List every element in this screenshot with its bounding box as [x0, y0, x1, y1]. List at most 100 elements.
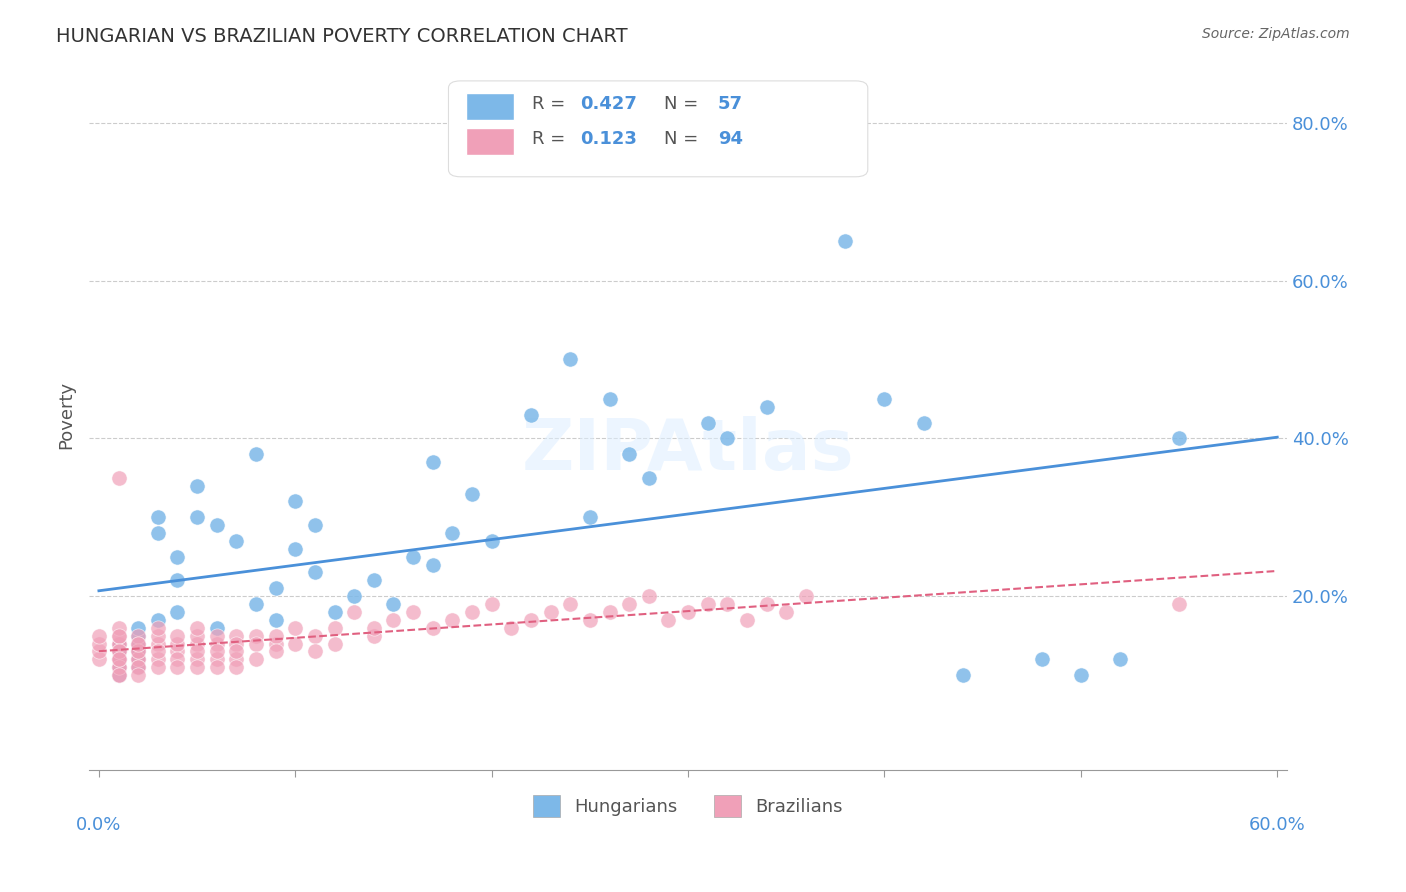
Point [107, 652, 129, 666]
Point [146, 526, 169, 541]
Point [107, 636, 129, 650]
Point [441, 613, 464, 627]
Point [264, 629, 287, 643]
Point [107, 621, 129, 635]
Point [146, 644, 169, 658]
Point [461, 486, 484, 500]
Point [1109, 652, 1132, 666]
Point [205, 660, 228, 674]
Text: HUNGARIAN VS BRAZILIAN POVERTY CORRELATION CHART: HUNGARIAN VS BRAZILIAN POVERTY CORRELATI… [56, 27, 628, 45]
Point [501, 621, 523, 635]
Point [520, 613, 543, 627]
Point [873, 392, 896, 406]
Point [716, 431, 738, 445]
Point [540, 605, 562, 619]
Point [775, 605, 797, 619]
Point [637, 589, 659, 603]
Point [107, 644, 129, 658]
Point [755, 400, 778, 414]
Point [166, 636, 188, 650]
Point [186, 644, 208, 658]
Point [225, 652, 247, 666]
Point [205, 518, 228, 533]
Text: ZIPAtlas: ZIPAtlas [522, 416, 855, 484]
Point [245, 652, 267, 666]
Text: N =: N = [664, 130, 704, 148]
Point [87, 644, 110, 658]
Point [87, 636, 110, 650]
Point [127, 621, 149, 635]
Text: 94: 94 [718, 130, 742, 148]
Point [1070, 668, 1092, 682]
Point [225, 644, 247, 658]
Point [107, 644, 129, 658]
Point [343, 589, 366, 603]
Point [834, 234, 856, 248]
Point [264, 581, 287, 595]
Point [107, 660, 129, 674]
Point [657, 613, 679, 627]
Point [166, 629, 188, 643]
Point [304, 644, 326, 658]
Point [107, 660, 129, 674]
Text: N =: N = [664, 95, 704, 112]
Point [225, 629, 247, 643]
Point [205, 636, 228, 650]
Point [363, 621, 385, 635]
Text: 0.427: 0.427 [581, 95, 637, 112]
Point [127, 668, 149, 682]
Point [422, 621, 444, 635]
Text: 0.123: 0.123 [581, 130, 637, 148]
Point [107, 668, 129, 682]
Point [952, 668, 974, 682]
Point [127, 636, 149, 650]
Point [225, 636, 247, 650]
Point [146, 629, 169, 643]
Point [107, 652, 129, 666]
Point [107, 471, 129, 485]
Point [127, 644, 149, 658]
Point [481, 597, 503, 611]
Point [186, 510, 208, 524]
Point [146, 652, 169, 666]
Point [599, 392, 621, 406]
Point [186, 652, 208, 666]
Y-axis label: Poverty: Poverty [58, 381, 75, 449]
Point [579, 510, 602, 524]
Bar [467, 128, 515, 155]
Point [245, 629, 267, 643]
Point [755, 597, 778, 611]
Point [245, 597, 267, 611]
Point [166, 652, 188, 666]
Point [166, 605, 188, 619]
Point [912, 416, 935, 430]
Point [186, 621, 208, 635]
Legend: Hungarians, Brazilians: Hungarians, Brazilians [526, 789, 851, 824]
Point [146, 660, 169, 674]
Point [323, 621, 346, 635]
Point [363, 574, 385, 588]
Text: R =: R = [533, 95, 571, 112]
Point [127, 636, 149, 650]
Point [87, 652, 110, 666]
Point [107, 652, 129, 666]
Point [225, 533, 247, 548]
Point [146, 621, 169, 635]
Point [186, 660, 208, 674]
Point [127, 636, 149, 650]
Point [146, 636, 169, 650]
Point [520, 408, 543, 422]
Point [186, 629, 208, 643]
Point [166, 660, 188, 674]
Point [696, 597, 718, 611]
Point [481, 533, 503, 548]
Point [127, 660, 149, 674]
Point [264, 644, 287, 658]
Point [245, 447, 267, 461]
Point [284, 541, 307, 556]
Point [617, 447, 640, 461]
Point [127, 644, 149, 658]
Point [107, 668, 129, 682]
Point [166, 644, 188, 658]
Point [382, 597, 405, 611]
